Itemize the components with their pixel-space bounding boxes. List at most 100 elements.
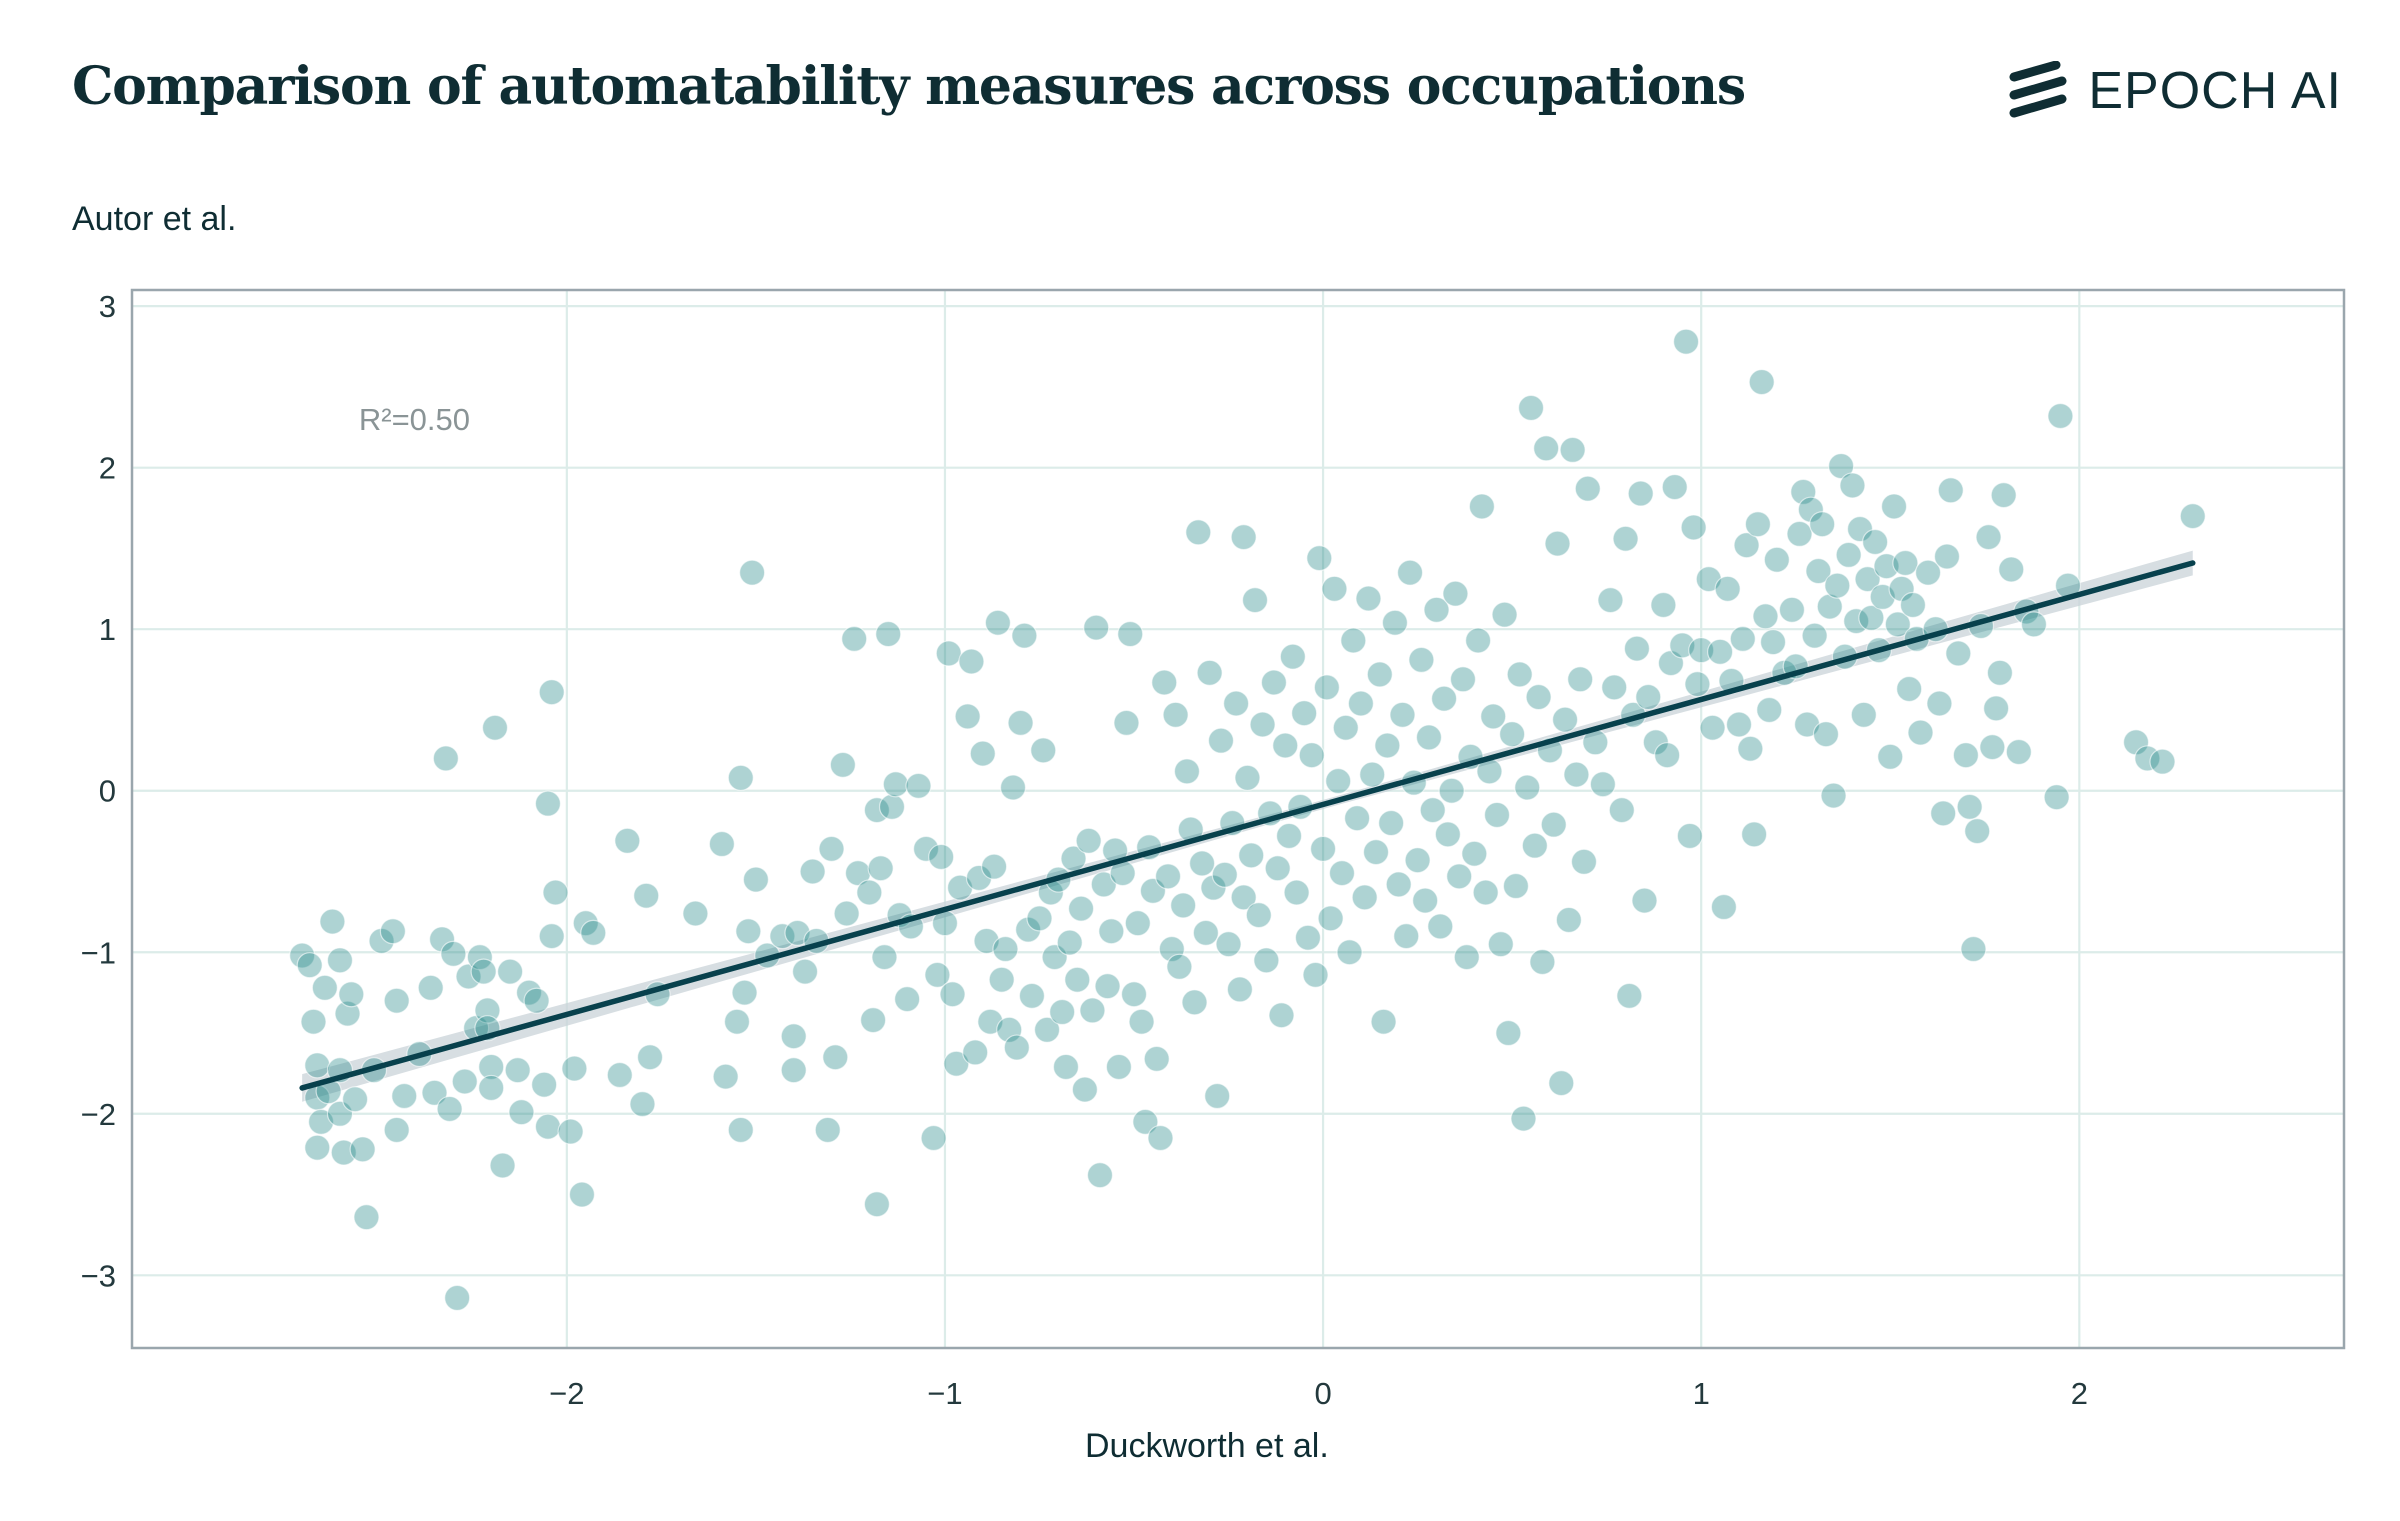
data-point xyxy=(1680,514,1707,541)
data-point xyxy=(799,858,826,885)
data-point xyxy=(1083,614,1110,641)
data-point xyxy=(383,1116,410,1144)
data-point xyxy=(1756,696,1783,724)
data-point xyxy=(996,1016,1023,1043)
data-point xyxy=(1801,622,1828,649)
data-point xyxy=(1574,475,1601,502)
fit-line-layer xyxy=(299,560,2196,1091)
data-point xyxy=(1623,635,1651,662)
data-point xyxy=(1332,714,1359,741)
data-point xyxy=(2149,748,2176,775)
data-point xyxy=(818,835,845,862)
data-point xyxy=(1499,721,1526,748)
data-point xyxy=(1858,604,1885,631)
data-point xyxy=(1487,931,1514,958)
data-point xyxy=(1480,703,1507,730)
data-point xyxy=(1226,976,1253,1003)
data-point xyxy=(1438,777,1465,804)
data-point xyxy=(1317,905,1344,932)
data-point xyxy=(1650,591,1677,619)
data-point xyxy=(1676,822,1703,850)
data-point xyxy=(1627,480,1654,507)
data-point xyxy=(1003,1034,1030,1061)
data-point xyxy=(1733,532,1760,559)
data-point xyxy=(1249,711,1276,738)
data-point xyxy=(1714,575,1741,602)
y-tick-label: 1 xyxy=(99,612,116,647)
data-point xyxy=(1570,848,1598,875)
data-point xyxy=(1559,436,1586,464)
data-point xyxy=(1567,666,1594,693)
data-point xyxy=(1245,902,1272,929)
data-point xyxy=(905,772,932,799)
data-point xyxy=(1835,541,1862,569)
data-point xyxy=(841,625,868,652)
data-point xyxy=(1272,732,1299,759)
data-point xyxy=(1737,735,1764,762)
r-squared-annotation: R²=0.50 xyxy=(359,402,470,437)
y-tick-label: 3 xyxy=(99,289,116,324)
data-point xyxy=(470,958,497,985)
data-point xyxy=(1223,690,1250,717)
data-point xyxy=(1283,879,1310,906)
x-axis-label: Duckworth et al. xyxy=(1085,1427,1329,1465)
data-point xyxy=(999,774,1027,801)
data-point xyxy=(1880,493,1908,520)
data-point xyxy=(326,947,354,974)
data-point xyxy=(954,703,981,730)
data-point xyxy=(1260,669,1288,696)
data-point xyxy=(311,974,338,1001)
data-point xyxy=(878,793,906,820)
data-point xyxy=(1786,520,1813,548)
data-point xyxy=(1408,646,1435,673)
data-point xyxy=(489,1152,516,1179)
grid xyxy=(132,290,2344,1348)
data-point xyxy=(1839,472,1866,499)
data-point xyxy=(1483,801,1511,829)
data-point xyxy=(1071,1076,1098,1103)
data-point xyxy=(682,900,709,927)
data-point xyxy=(2179,503,2206,530)
data-point xyxy=(2020,611,2048,638)
data-point xyxy=(1790,478,1817,506)
data-point xyxy=(863,1191,890,1218)
data-point xyxy=(523,987,550,1014)
data-point xyxy=(1378,809,1405,837)
data-point xyxy=(1521,832,1548,859)
data-point xyxy=(1230,524,1257,551)
data-point xyxy=(451,1068,478,1095)
data-point xyxy=(1151,669,1178,696)
tick-labels: −2 −1 0 1 2 −3 −2 −1 0 1 2 3 xyxy=(81,289,2088,1411)
data-point xyxy=(1124,910,1151,937)
data-point xyxy=(1491,601,1518,628)
data-point xyxy=(1548,1069,1575,1097)
data-point xyxy=(338,981,365,1008)
data-point xyxy=(1979,734,2006,761)
data-point xyxy=(1185,519,1212,546)
data-point xyxy=(727,764,754,791)
data-point xyxy=(1173,758,1201,785)
data-point xyxy=(1805,557,1832,585)
data-point xyxy=(1468,493,1495,520)
data-point xyxy=(478,1053,505,1081)
data-point xyxy=(1196,659,1223,686)
data-point xyxy=(1026,905,1053,932)
data-point xyxy=(1362,839,1390,866)
data-point xyxy=(1846,515,1874,543)
data-point xyxy=(1385,871,1412,898)
data-point xyxy=(542,879,569,906)
data-point xyxy=(534,790,562,817)
data-point xyxy=(735,918,762,945)
data-point xyxy=(1729,625,1756,652)
data-point xyxy=(1975,524,2002,551)
data-point xyxy=(1241,587,1269,614)
data-point xyxy=(1960,935,1987,963)
data-point xyxy=(1325,767,1352,795)
data-point xyxy=(383,987,410,1014)
data-point xyxy=(1688,637,1715,664)
data-point xyxy=(1465,627,1492,654)
data-point xyxy=(1937,477,1964,504)
data-point xyxy=(1793,711,1821,738)
data-point xyxy=(1015,916,1042,943)
data-point xyxy=(1933,543,1961,570)
